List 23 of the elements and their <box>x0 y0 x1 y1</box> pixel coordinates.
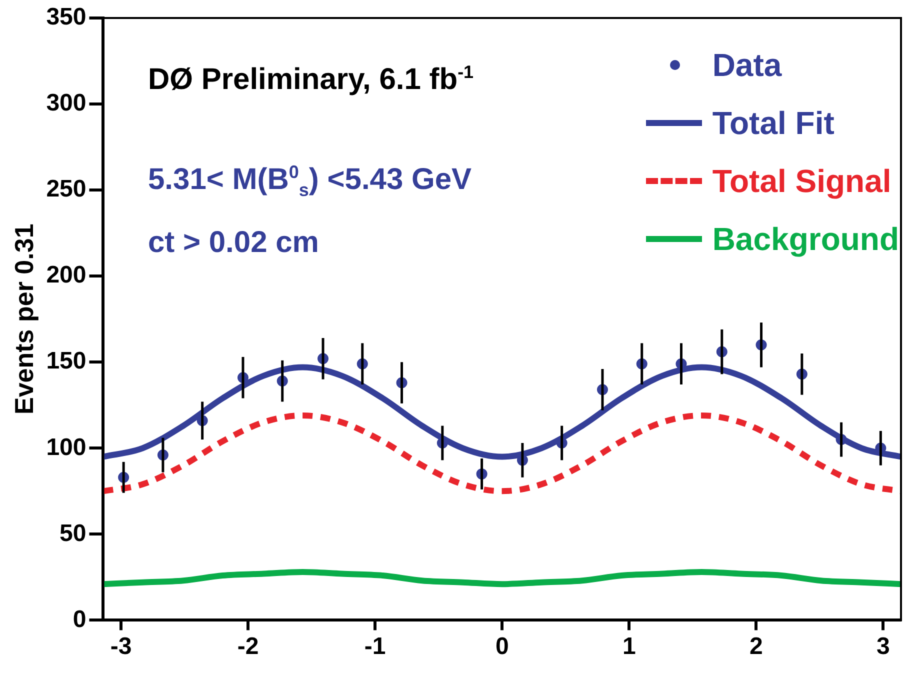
y-tick-label: 0 <box>72 606 86 633</box>
legend-label: Background <box>712 220 899 258</box>
legend-label: Data <box>712 46 782 84</box>
y-tick-label: 300 <box>46 90 86 117</box>
x-tick-label: 1 <box>622 633 636 660</box>
y-tick-label: 200 <box>46 262 86 289</box>
x-tick-label: -1 <box>364 633 386 660</box>
annotation: 5.31< M(B$^{0}$$_{s}$) <5.43 GeV <box>148 162 472 201</box>
x-tick-label: 0 <box>495 633 509 660</box>
legend-label: Total Signal <box>712 162 892 200</box>
y-tick-label: 100 <box>46 434 86 461</box>
y-axis-title: Events per 0.31 <box>8 224 39 414</box>
annotation: DØ Preliminary, 6.1 fb$^{-1}$ <box>148 62 474 97</box>
x-tick-label: -3 <box>110 633 132 660</box>
y-tick-label: 50 <box>60 520 86 547</box>
x-tick-label: 3 <box>876 633 890 660</box>
y-tick-label: 250 <box>46 176 86 203</box>
legend-label: Total Fit <box>712 104 834 142</box>
x-tick-label: 2 <box>750 633 763 660</box>
annotation: ct > 0.02 cm <box>148 226 319 260</box>
y-tick-label: 350 <box>46 4 86 31</box>
x-tick-label: -2 <box>237 633 259 660</box>
y-tick-label: 150 <box>46 348 86 375</box>
